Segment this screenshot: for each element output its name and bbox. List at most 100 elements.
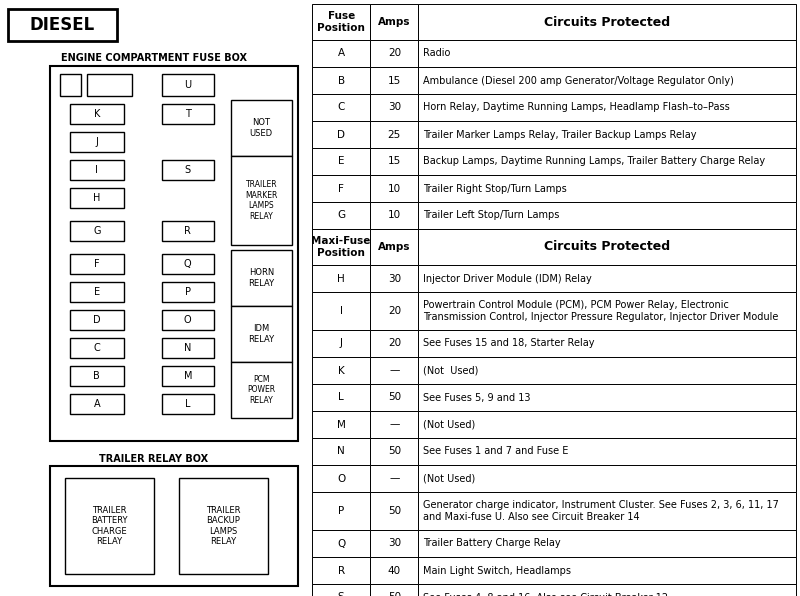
Text: —: — [389,365,399,375]
Bar [70,338,124,358]
Text: N: N [184,343,191,353]
Bar [162,338,214,358]
Text: 15: 15 [388,76,401,85]
Bar [370,411,418,438]
Bar [370,530,418,557]
Bar [312,40,370,67]
Text: ENGINE COMPARTMENT FUSE BOX: ENGINE COMPARTMENT FUSE BOX [61,53,247,63]
Bar [50,66,298,441]
Bar [370,265,418,292]
Bar [370,438,418,465]
Bar [162,394,214,414]
Text: Trailer Battery Charge Relay: Trailer Battery Charge Relay [423,539,561,548]
Bar [418,465,796,492]
Text: 50: 50 [388,506,401,516]
Bar [418,4,796,40]
Bar [230,306,292,362]
Text: B: B [94,371,100,381]
Text: F: F [338,184,344,194]
Text: Powertrain Control Module (PCM), PCM Power Relay, Electronic
Transmission Contro: Powertrain Control Module (PCM), PCM Pow… [423,300,779,322]
Text: C: C [338,103,345,113]
Bar [87,74,132,96]
Text: 15: 15 [388,157,401,166]
Bar [179,478,268,574]
Text: Q: Q [184,259,191,269]
Bar [162,74,214,96]
Bar [70,394,124,414]
Text: Fuse
Position: Fuse Position [317,11,365,33]
Bar [370,4,418,40]
Bar [230,156,292,245]
Text: 30: 30 [388,274,401,284]
Bar [162,104,214,124]
Bar [70,310,124,330]
Text: DIESEL: DIESEL [30,16,95,34]
Bar [312,175,370,202]
Text: 50: 50 [388,393,401,402]
Text: C: C [94,343,100,353]
Text: Maxi-Fuse
Position: Maxi-Fuse Position [311,236,371,258]
Text: 20: 20 [388,48,401,58]
Bar [418,357,796,384]
Text: Trailer Right Stop/Turn Lamps: Trailer Right Stop/Turn Lamps [423,184,567,194]
Text: K: K [338,365,345,375]
Bar [70,366,124,386]
Text: Trailer Marker Lamps Relay, Trailer Backup Lamps Relay: Trailer Marker Lamps Relay, Trailer Back… [423,129,697,139]
Text: K: K [94,109,100,119]
Bar [370,148,418,175]
Bar [418,40,796,67]
Text: O: O [337,473,346,483]
Text: E: E [338,157,344,166]
Bar [70,132,124,152]
Text: See Fuses 1 and 7 and Fuse E: See Fuses 1 and 7 and Fuse E [423,446,569,457]
Text: A: A [94,399,100,409]
Text: 20: 20 [388,339,401,349]
Bar [70,282,124,302]
Text: Trailer Left Stop/Turn Lamps: Trailer Left Stop/Turn Lamps [423,210,560,221]
Bar [312,229,370,265]
Bar [312,121,370,148]
Bar [162,366,214,386]
Bar [418,148,796,175]
Bar [312,465,370,492]
Bar [312,584,370,596]
Bar [418,557,796,584]
Bar [162,282,214,302]
Bar [65,478,154,574]
Text: Main Light Switch, Headlamps: Main Light Switch, Headlamps [423,566,571,576]
Text: (Not  Used): (Not Used) [423,365,479,375]
Bar [418,384,796,411]
Bar [230,250,292,306]
Text: TRAILER RELAY BOX: TRAILER RELAY BOX [99,454,209,464]
Bar [370,175,418,202]
Bar [312,530,370,557]
Text: 10: 10 [388,184,401,194]
Text: Generator charge indicator, Instrument Cluster. See Fuses 2, 3, 6, 11, 17
and Ma: Generator charge indicator, Instrument C… [423,500,779,522]
Bar [312,4,370,40]
Bar [418,584,796,596]
Bar [370,94,418,121]
Bar [418,121,796,148]
Text: Ambulance (Diesel 200 amp Generator/Voltage Regulator Only): Ambulance (Diesel 200 amp Generator/Volt… [423,76,734,85]
Bar [312,148,370,175]
Bar [70,160,124,180]
Bar [418,67,796,94]
Text: I: I [340,306,342,316]
Bar [312,411,370,438]
Bar [418,292,796,330]
Text: Amps: Amps [378,242,410,252]
Text: J: J [340,339,342,349]
Text: S: S [338,592,345,596]
Bar [370,202,418,229]
Bar [162,160,214,180]
Text: 30: 30 [388,103,401,113]
Bar [312,94,370,121]
Text: Amps: Amps [378,17,410,27]
Text: U: U [184,80,191,90]
Text: 30: 30 [388,539,401,548]
Bar [312,330,370,357]
Text: —: — [389,420,399,430]
Text: NOT
USED: NOT USED [250,118,273,138]
Bar [50,466,298,586]
Bar [418,202,796,229]
